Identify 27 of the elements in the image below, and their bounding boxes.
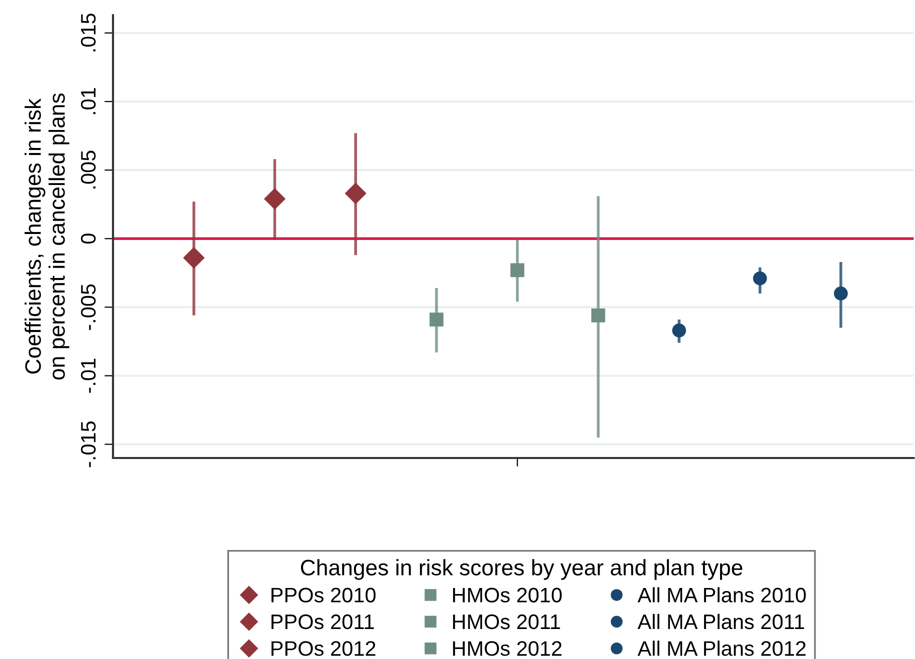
point (183, 247, 205, 269)
legend-label: PPOs 2012 (272, 641, 376, 656)
point (834, 286, 848, 300)
legend-title: Changes in risk scores by year and plan type (300, 559, 742, 580)
y-tick-label: 0 (80, 234, 96, 244)
y-tick-label: .015 (80, 14, 96, 52)
legend-label: HMOs 2010 (453, 588, 562, 602)
point (591, 308, 606, 322)
point (344, 182, 366, 204)
y-tick-label: -.005 (80, 284, 96, 330)
y-tick-label: .005 (80, 150, 96, 188)
y-tick-label: .01 (80, 88, 96, 114)
point (672, 324, 686, 338)
point (753, 271, 767, 286)
legend-label: All MA Plans 2012 (638, 640, 806, 656)
point (430, 312, 444, 326)
legend-label: PPOs 2011 (272, 614, 374, 630)
legend-label: HMOs 2011 (453, 614, 560, 630)
legend-label: HMOs 2012 (453, 641, 562, 656)
y-tick-label: -.015 (80, 421, 96, 468)
point (510, 263, 524, 278)
point (264, 188, 286, 210)
y-axis-title: Coefficients, changes in risk on percent in cancelled plans (24, 93, 70, 380)
legend-label: All MA Plans 2011 (638, 614, 804, 630)
legend-label: All MA Plans 2010 (638, 587, 806, 602)
y-tick-label: -.01 (80, 358, 96, 393)
legend-label: PPOs 2010 (272, 588, 376, 602)
